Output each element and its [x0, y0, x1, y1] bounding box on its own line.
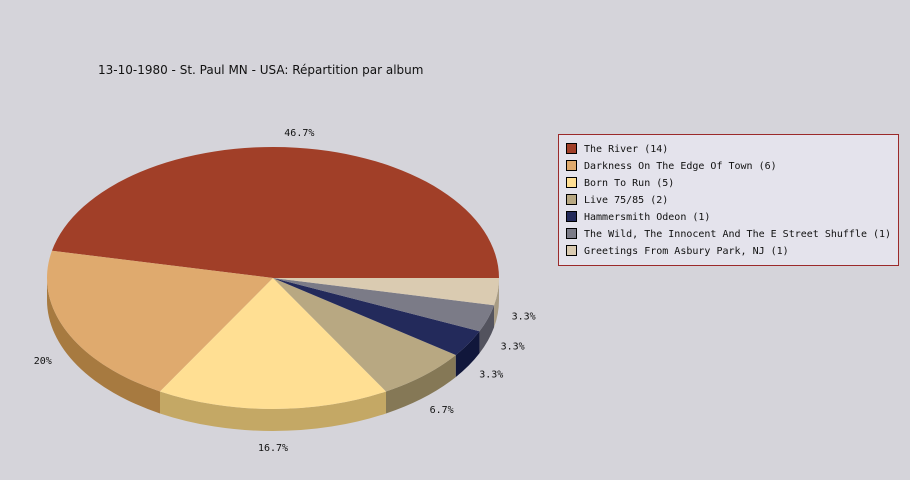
percent-label-3: 16.7%: [258, 443, 288, 454]
pie-slice-2: [46, 250, 274, 392]
legend-label-2: Darkness On The Edge Of Town (6): [584, 161, 777, 172]
legend-label-5: Hammersmith Odeon (1): [584, 212, 710, 223]
percent-label-7: 3.3%: [512, 311, 536, 322]
pie-slice-3: [160, 278, 386, 410]
pie-depth: [47, 278, 499, 432]
legend-swatch-3: [566, 177, 577, 188]
chart-title: 13-10-1980 - St. Paul MN - USA: Répartit…: [98, 63, 423, 77]
pie-slice-6: [273, 278, 495, 332]
legend-label-6: The Wild, The Innocent And The E Street …: [584, 229, 891, 240]
legend-label-3: Born To Run (5): [584, 178, 674, 189]
pie-slice-4: [273, 278, 456, 392]
legend-label-4: Live 75/85 (2): [584, 195, 668, 206]
legend-label-1: The River (14): [584, 144, 668, 155]
pie-slice-1: [51, 147, 499, 278]
pie-slices: [46, 147, 499, 410]
percent-label-1: 46.7%: [284, 128, 314, 139]
percent-labels: 46.7% 20% 16.7% 6.7% 3.3% 3.3% 3.3%: [34, 128, 536, 454]
legend-swatch-2: [566, 160, 577, 171]
pie-slice-side-7: [494, 278, 499, 328]
legend-swatch-4: [566, 194, 577, 205]
percent-label-6: 3.3%: [501, 341, 525, 352]
pie-slice-side-4: [386, 355, 456, 414]
legend-swatch-7: [566, 245, 577, 256]
legend-swatch-6: [566, 228, 577, 239]
pie-slice-5: [273, 278, 480, 355]
percent-label-5: 3.3%: [479, 370, 503, 381]
legend-box: [558, 134, 899, 266]
pie-slice-side-6: [479, 305, 495, 354]
pie-slice-side-3: [160, 391, 386, 432]
percent-label-2: 20%: [34, 356, 52, 367]
pie-slice-side-2: [47, 278, 160, 414]
percent-label-4: 6.7%: [430, 405, 454, 416]
legend-swatch-1: [566, 143, 577, 154]
legend: The River (14) Darkness On The Edge Of To…: [558, 134, 899, 266]
legend-swatch-5: [566, 211, 577, 222]
pie-slice-side-5: [455, 331, 480, 377]
legend-label-7: Greetings From Asbury Park, NJ (1): [584, 246, 789, 257]
pie-slice-7: [273, 278, 499, 306]
